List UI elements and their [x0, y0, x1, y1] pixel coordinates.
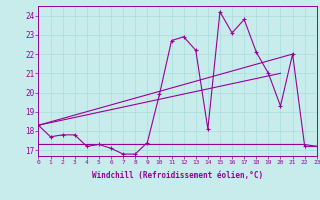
X-axis label: Windchill (Refroidissement éolien,°C): Windchill (Refroidissement éolien,°C): [92, 171, 263, 180]
